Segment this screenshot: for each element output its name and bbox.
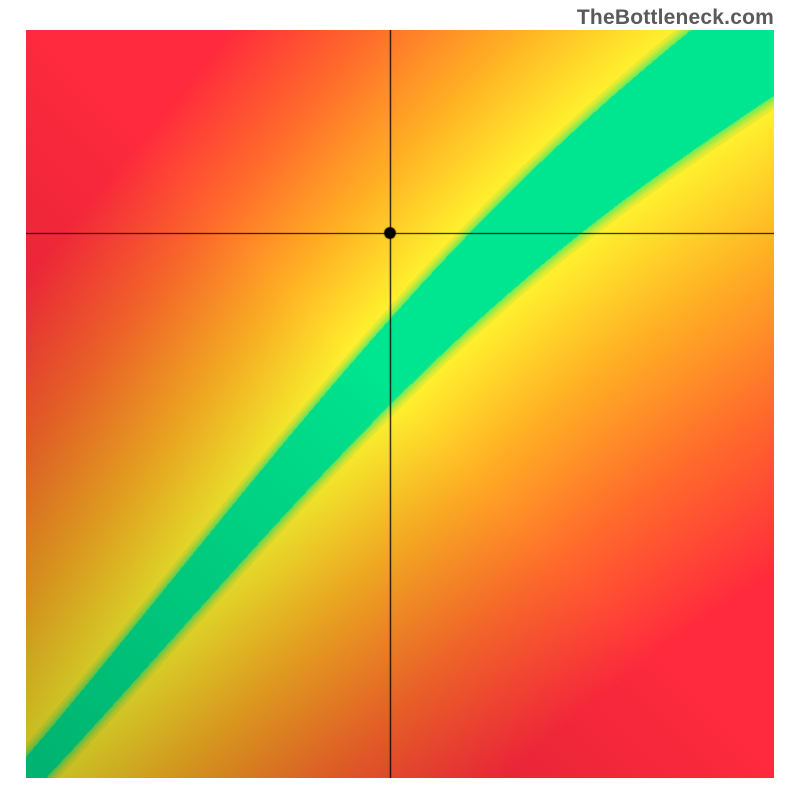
watermark-text: TheBottleneck.com [577, 6, 774, 30]
chart-container: TheBottleneck.com [0, 0, 800, 800]
bottleneck-heatmap [26, 30, 774, 778]
